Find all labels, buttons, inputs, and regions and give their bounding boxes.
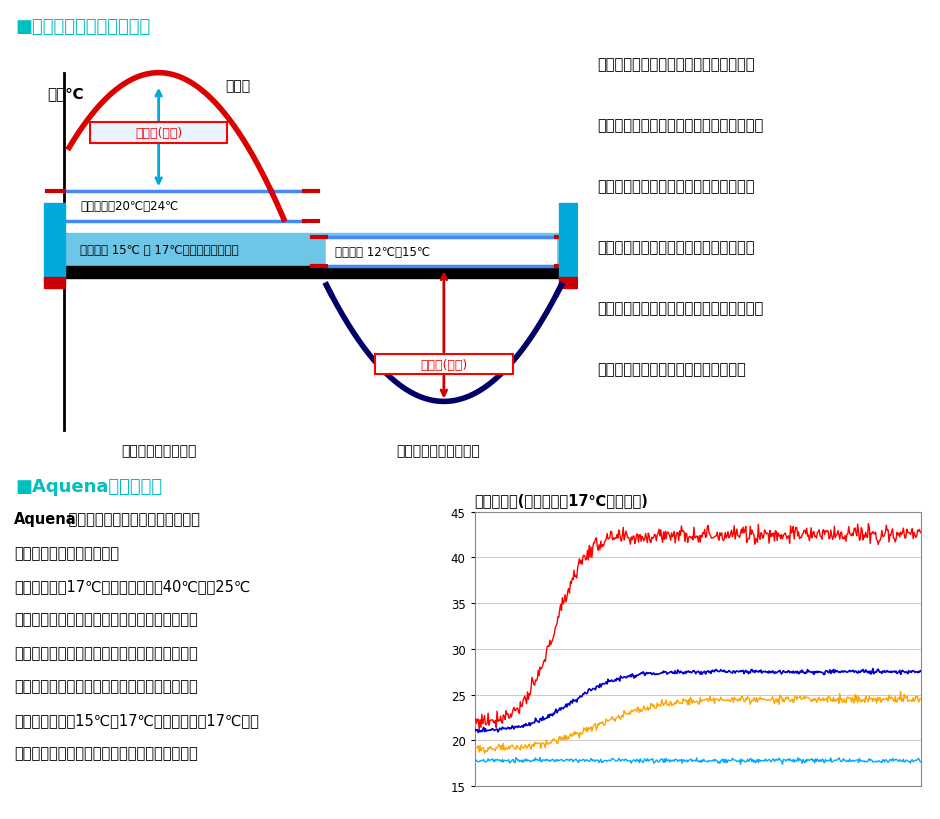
Text: に変化しており、熱交換しています。地下水と: に変化しており、熱交換しています。地下水と <box>14 612 197 627</box>
Text: 地下水温 15℃ ～ 17℃　年間一定の温度: 地下水温 15℃ ～ 17℃ 年間一定の温度 <box>80 244 239 257</box>
Text: 地下水は年間を通して水温が安定してい: 地下水は年間を通して水温が安定してい <box>597 57 755 72</box>
FancyBboxPatch shape <box>90 123 227 143</box>
Text: 省エネ(節電): 省エネ(節電) <box>420 358 467 371</box>
FancyBboxPatch shape <box>375 354 512 375</box>
Bar <box>558 203 580 278</box>
Text: １２月～３月（冬季）: １２月～３月（冬季） <box>397 444 480 458</box>
Text: 冷房能力値(地下水温度17℃において): 冷房能力値(地下水温度17℃において) <box>475 493 649 508</box>
Text: 空調温度　20℃～24℃: 空調温度 20℃～24℃ <box>80 200 179 213</box>
Text: Aquena: Aquena <box>14 512 76 527</box>
Text: 省エネ(節電): 省エネ(節電) <box>135 127 182 140</box>
Bar <box>326 238 556 267</box>
Bar <box>558 278 580 288</box>
Text: ます。そのため、夏は冷房、冬は暖房補助: ます。そのため、夏は冷房、冬は暖房補助 <box>597 118 763 133</box>
Text: の場合はこの試験以上の冷房能力があります。: の場合はこの試験以上の冷房能力があります。 <box>14 745 197 760</box>
Text: 外気温: 外気温 <box>226 79 251 93</box>
Text: す。地下水熱を直接利用すると電力を必: す。地下水熱を直接利用すると電力を必 <box>597 240 755 255</box>
Bar <box>64 192 304 221</box>
Text: 物内の温度を効率的に調整できます。: 物内の温度を効率的に調整できます。 <box>597 361 745 377</box>
Text: 地下水温度が17℃の場合、空気が40℃から25℃: 地下水温度が17℃の場合、空気が40℃から25℃ <box>14 578 250 594</box>
Text: として地下水熱を熱源として利用できま: として地下水熱を熱源として利用できま <box>597 179 755 194</box>
Text: 要とするのは、ファンとポンプのみで、建: 要とするのは、ファンとポンプのみで、建 <box>597 301 763 315</box>
Bar <box>44 203 65 278</box>
Bar <box>64 233 567 267</box>
Text: の冷房能力については弊社で負荷: の冷房能力については弊社で負荷 <box>64 512 200 527</box>
Text: 試験をしました。（右表）: 試験をしました。（右表） <box>14 545 118 560</box>
Text: 温は装置を通水すると上昇しています。通常、: 温は装置を通水すると上昇しています。通常、 <box>14 679 197 694</box>
Bar <box>44 278 65 288</box>
Text: ５月～９月（夏季）: ５月～９月（夏季） <box>121 444 196 458</box>
Bar <box>64 267 567 278</box>
Text: 空調温度 12℃～15℃: 空調温度 12℃～15℃ <box>335 246 430 259</box>
Text: ■Aquenaの冷房能力: ■Aquenaの冷房能力 <box>15 477 163 495</box>
Text: の温度差を熱源として熱交換しているため、水: の温度差を熱源として熱交換しているため、水 <box>14 645 197 660</box>
Text: ■地下水熱利用のメリット: ■地下水熱利用のメリット <box>15 18 150 35</box>
Text: 地下水の温度は15℃～17℃であるため、17℃未満: 地下水の温度は15℃～17℃であるため、17℃未満 <box>14 712 258 727</box>
Text: 温度℃: 温度℃ <box>47 86 84 101</box>
